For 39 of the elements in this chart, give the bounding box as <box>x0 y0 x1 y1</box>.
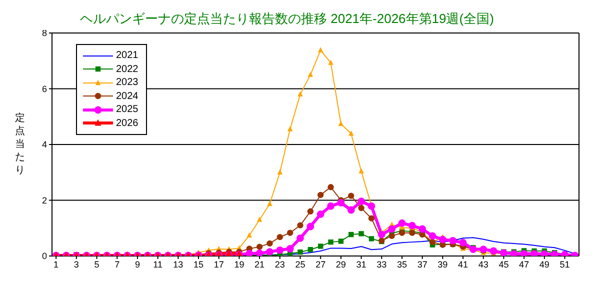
x-tick-label: 49 <box>539 259 550 270</box>
legend-label: 2025 <box>116 104 138 116</box>
x-tick-label: 37 <box>417 259 428 270</box>
x-tick-label: 1 <box>54 259 59 270</box>
x-tick-label: 17 <box>214 259 224 270</box>
y-tick-label: 2 <box>42 195 47 206</box>
y-tick-label: 8 <box>42 28 47 38</box>
x-tick-label: 33 <box>376 259 387 270</box>
y-tick-label: 6 <box>42 84 47 94</box>
x-tick-label: 3 <box>74 259 79 270</box>
x-tick-label: 11 <box>153 259 162 270</box>
x-tick-label: 15 <box>193 259 204 270</box>
x-tick-label: 9 <box>134 259 140 270</box>
x-tick-label: 43 <box>478 259 488 270</box>
x-tick-label: 39 <box>438 259 448 270</box>
y-axis-title: 定点当たり <box>14 112 26 177</box>
chart-title: ヘルパンギーナの定点当たり報告数の推移 2021年-2026年第19週(全国) <box>80 10 494 28</box>
x-tick-label: 21 <box>254 259 265 270</box>
legend-label: 2024 <box>116 90 138 102</box>
x-tick-label: 13 <box>173 259 184 270</box>
x-tick-label: 27 <box>316 259 326 270</box>
legend-label: 2022 <box>116 64 138 75</box>
x-tick-label: 35 <box>396 259 407 270</box>
x-tick-label: 5 <box>94 259 100 270</box>
x-tick-label: 47 <box>519 259 530 270</box>
x-tick-label: 29 <box>336 259 346 270</box>
x-tick-label: 19 <box>234 259 244 270</box>
legend-label: 2023 <box>116 77 138 88</box>
y-tick-label: 0 <box>42 251 47 262</box>
x-tick-label: 23 <box>274 259 285 270</box>
x-tick-label: 45 <box>498 259 509 270</box>
x-tick-label: 25 <box>295 259 306 270</box>
x-tick-label: 51 <box>560 259 570 270</box>
x-tick-label: 31 <box>356 259 366 270</box>
x-tick-label: 7 <box>114 259 120 270</box>
legend-label: 2021 <box>116 50 138 62</box>
legend-label: 2026 <box>116 118 138 129</box>
y-tick-label: 4 <box>42 140 47 150</box>
x-tick-label: 41 <box>458 259 468 270</box>
